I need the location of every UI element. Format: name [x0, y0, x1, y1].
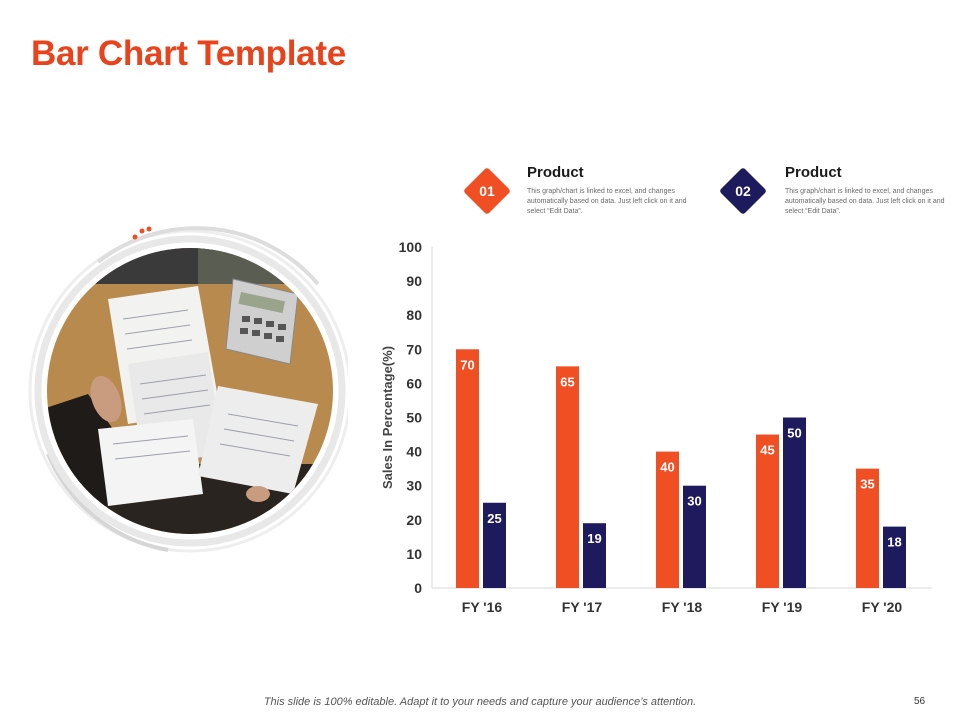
y-tick-label: 30 [406, 478, 422, 494]
legend-title-2: Product [785, 164, 842, 181]
accent-dot [146, 226, 152, 232]
y-tick-label: 60 [406, 375, 422, 391]
bar [883, 526, 906, 588]
x-tick-label: FY '17 [562, 599, 603, 615]
data-label: 35 [860, 477, 874, 492]
y-tick-label: 70 [406, 341, 422, 357]
bar [856, 468, 879, 588]
bar [583, 523, 606, 588]
office-desk-photo [28, 226, 352, 553]
legend-number-1: 01 [479, 183, 495, 199]
slide-title: Bar Chart Template [31, 34, 346, 73]
bar [683, 485, 706, 588]
bar [483, 502, 506, 588]
bar [556, 366, 579, 588]
data-label: 40 [660, 460, 674, 475]
data-label: 50 [787, 426, 801, 441]
accent-dot [139, 228, 145, 234]
data-label: 30 [687, 494, 701, 509]
x-tick-label: FY '18 [662, 599, 703, 615]
y-tick-label: 40 [406, 444, 422, 460]
accent-dot [132, 234, 138, 240]
data-label: 19 [587, 531, 601, 546]
data-label: 45 [760, 443, 774, 458]
y-tick-label: 50 [406, 410, 422, 426]
x-tick-label: FY '16 [462, 599, 503, 615]
y-tick-label: 80 [406, 307, 422, 323]
y-tick-label: 100 [399, 239, 423, 255]
data-label: 25 [487, 511, 501, 526]
data-label: 18 [887, 535, 901, 550]
bar [783, 417, 806, 588]
y-tick-label: 90 [406, 273, 422, 289]
page-number: 56 [914, 696, 926, 707]
bar [656, 451, 679, 588]
y-tick-label: 0 [414, 580, 422, 596]
x-tick-label: FY '20 [862, 599, 903, 615]
bar-chart: Sales In Percentage(%) 0 10 20 30 40 50 60 70 80… [380, 239, 932, 615]
y-tick-label: 10 [406, 546, 422, 562]
data-label: 70 [460, 357, 474, 372]
legend-description-2: This graph/chart is linked to excel, and… [785, 188, 945, 215]
data-label: 65 [560, 374, 574, 389]
x-tick-label: FY '19 [762, 599, 803, 615]
legend-number-2: 02 [735, 183, 751, 199]
bar [456, 349, 479, 588]
bar [756, 434, 779, 588]
y-tick-label: 20 [406, 512, 422, 528]
circular-photo-frame [28, 224, 352, 554]
y-axis-label: Sales In Percentage(%) [380, 346, 395, 489]
legend-title-1: Product [527, 164, 584, 181]
footer-note: This slide is 100% editable. Adapt it to… [263, 696, 697, 708]
legend-description-1: This graph/chart is linked to excel, and… [527, 188, 687, 215]
